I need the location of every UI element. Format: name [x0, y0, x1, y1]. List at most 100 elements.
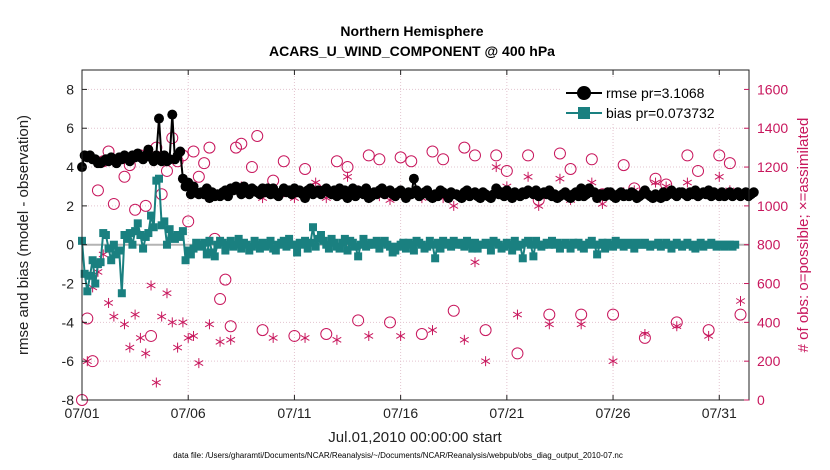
possible-obs-point — [692, 164, 705, 177]
bias-point — [255, 244, 264, 253]
possible-obs-point — [585, 153, 598, 166]
bias-point — [433, 238, 442, 247]
x-tick-label: 07/16 — [383, 405, 418, 421]
assimilated-obs-point — [151, 377, 161, 388]
y2-tick-label: 200 — [757, 353, 781, 369]
y2-tick-label: 1000 — [757, 198, 788, 214]
possible-obs-point — [245, 161, 258, 174]
bias-point — [553, 238, 562, 247]
assimilated-obs-point — [109, 311, 119, 322]
bias-point — [731, 240, 740, 249]
assimilated-obs-point — [167, 317, 177, 328]
axes: 07/01 07/06 07/11 07/16 07/21 07/26 07/31 -8 -6 -… — [62, 70, 788, 421]
possible-obs-point — [522, 149, 535, 162]
assimilated-obs-point — [157, 311, 167, 322]
bias-point — [144, 229, 153, 238]
y-tick-label: -8 — [62, 392, 75, 408]
possible-obs-point — [277, 155, 290, 168]
assimilated-obs-point — [640, 329, 650, 339]
x-tick-label: 07/06 — [171, 405, 206, 421]
assimilated-obs-point — [481, 356, 491, 367]
bias-point — [109, 240, 118, 249]
bias-point — [85, 271, 94, 280]
assimilated-obs-point — [534, 200, 544, 211]
bias-point — [428, 240, 437, 249]
bias-point — [176, 232, 185, 241]
bias-point — [136, 231, 145, 239]
bias-point — [200, 238, 209, 247]
bias-point — [279, 236, 288, 245]
bias-point — [409, 246, 418, 255]
bias-point — [131, 227, 140, 236]
possible-obs-point — [224, 320, 237, 333]
bias-point — [282, 242, 291, 251]
bias-point — [139, 244, 148, 253]
rmse-point — [748, 187, 759, 198]
assimilated-obs-point — [364, 330, 374, 341]
assimilated-obs-point — [173, 342, 183, 353]
y-tick-label: 4 — [66, 159, 74, 175]
possible-obs-point — [139, 199, 152, 212]
plot-frame — [81, 69, 750, 401]
bias-point — [123, 234, 132, 243]
x-axis-label: Jul.01,2010 00:00:00 start — [328, 429, 502, 446]
bias-point — [359, 234, 368, 243]
bias-point — [468, 244, 477, 253]
bias-point — [247, 242, 256, 251]
bias-point — [242, 240, 251, 249]
possible-obs-point — [511, 347, 524, 360]
bias-point — [88, 256, 97, 265]
bias-point — [505, 240, 514, 249]
possible-obs-point — [203, 141, 216, 154]
bias-point — [181, 256, 190, 265]
possible-obs-point — [394, 151, 407, 164]
bias-point — [316, 231, 325, 239]
possible-obs-point — [373, 153, 386, 166]
bias-point — [125, 229, 134, 238]
bias-point — [431, 254, 440, 263]
y2-tick-label: 600 — [757, 276, 781, 292]
bias-point — [155, 174, 164, 183]
possible-obs-point — [352, 314, 365, 327]
legend-bias-marker — [578, 107, 590, 119]
possible-obs-point — [187, 145, 200, 158]
bias-point — [178, 227, 187, 236]
bias-point — [115, 246, 124, 255]
possible-obs-point — [182, 215, 195, 228]
x-tick-label: 07/26 — [596, 405, 631, 421]
rmse-point — [175, 146, 186, 157]
possible-obs-point — [198, 157, 211, 170]
y-tick-label: 2 — [66, 198, 74, 214]
assimilated-obs-point — [268, 332, 278, 343]
bias-point — [590, 240, 599, 249]
bias-point — [601, 244, 610, 253]
bias-point — [598, 238, 607, 247]
y2-tick-label: 1400 — [757, 120, 788, 136]
possible-obs-point — [415, 328, 428, 340]
bias-point — [290, 240, 299, 249]
y-tick-label: 8 — [66, 81, 74, 97]
bias-point — [375, 244, 384, 253]
bias-point — [399, 238, 408, 247]
bias-point — [107, 256, 116, 265]
assimilated-obs-point — [650, 177, 661, 188]
bias-point — [165, 225, 174, 234]
possible-obs-point — [91, 184, 104, 197]
possible-obs-point — [617, 159, 630, 172]
possible-obs-point — [288, 329, 301, 342]
possible-obs-point — [330, 155, 343, 168]
chart-title: Northern Hemisphere — [340, 23, 483, 39]
possible-obs-point — [479, 324, 492, 337]
assimilated-obs-point — [396, 330, 406, 341]
bias-point — [80, 269, 89, 278]
x-tick-label: 07/11 — [277, 405, 311, 421]
y-tick-label: -6 — [62, 353, 75, 369]
chart-subtitle: ACARS_U_WIND_COMPONENT @ 400 hPa — [269, 43, 555, 59]
series-layer — [76, 109, 759, 406]
y2-tick-label: 1600 — [757, 81, 788, 97]
assimilated-obs-point — [194, 358, 204, 369]
rmse-point — [167, 109, 178, 120]
assimilated-obs-point — [146, 280, 156, 291]
bias-point — [518, 254, 527, 263]
possible-obs-point — [251, 130, 264, 142]
